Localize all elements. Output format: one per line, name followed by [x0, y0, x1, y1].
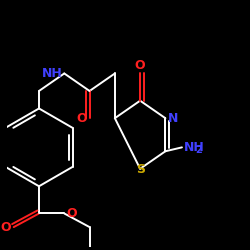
Text: O: O	[66, 207, 77, 220]
Text: NH: NH	[184, 141, 205, 154]
Text: O: O	[135, 58, 145, 71]
Text: N: N	[168, 112, 179, 125]
Text: 2: 2	[196, 145, 202, 155]
Text: O: O	[76, 112, 87, 125]
Text: S: S	[136, 163, 145, 176]
Text: NH: NH	[42, 67, 62, 80]
Text: O: O	[0, 220, 11, 234]
